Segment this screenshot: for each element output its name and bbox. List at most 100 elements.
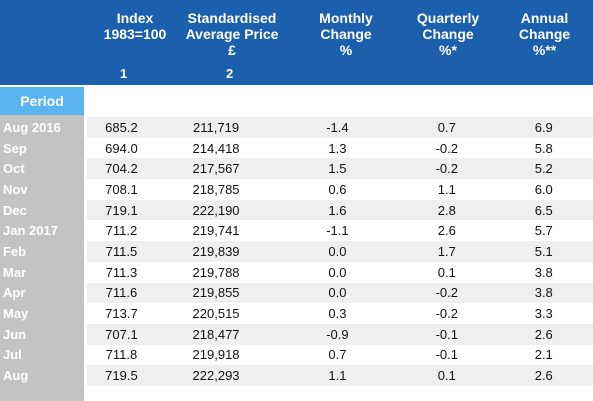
- period-cell: Nov: [3, 181, 28, 197]
- annual-change-cell: 5.8: [494, 137, 593, 159]
- table-row: Nov 708.1 218,785 0.6 1.1 6.0: [0, 179, 593, 200]
- index-cell: 711.2: [86, 220, 157, 242]
- average-price-cell: 219,839: [156, 241, 276, 262]
- monthly-change-cell: 0.0: [275, 261, 400, 283]
- table-row: Feb 711.5 219,839 0.0 1.7 5.1: [0, 241, 593, 262]
- annual-change-cell: 3.8: [494, 261, 593, 283]
- period-cell: Dec: [3, 202, 27, 218]
- annual-change-cell: 6.9: [494, 117, 593, 138]
- period-cell: May: [3, 306, 29, 322]
- annual-change-cell: 2.6: [494, 365, 593, 386]
- period-cell: Jul: [3, 347, 22, 363]
- index-cell: 694.0: [86, 137, 157, 159]
- average-price-cell: 220,515: [156, 303, 276, 324]
- header-index-number: 1: [120, 66, 128, 81]
- annual-change-cell: 3.8: [494, 282, 593, 304]
- table-row: Sep 694.0 214,418 1.3 -0.2 5.8: [0, 137, 593, 159]
- period-cell: Aug 2016: [3, 119, 61, 135]
- period-cell: Jun: [3, 326, 27, 342]
- average-price-cell: 219,741: [156, 220, 276, 242]
- header-annual-line1: Annual: [520, 10, 569, 26]
- quarterly-change-cell: -0.1: [399, 323, 495, 345]
- quarterly-change-cell: 2.6: [399, 220, 495, 242]
- index-cell: 707.1: [86, 323, 157, 345]
- table-row: Jul 711.8 219,918 0.7 -0.1 2.1: [0, 344, 593, 366]
- period-cell: Feb: [3, 243, 27, 259]
- header-quarterly-line3: %*: [439, 42, 457, 58]
- quarterly-change-cell: 1.1: [399, 179, 495, 200]
- monthly-change-cell: 0.0: [275, 241, 400, 262]
- average-price-cell: 222,190: [156, 199, 276, 221]
- quarterly-change-cell: -0.2: [399, 137, 495, 159]
- index-cell: 719.5: [86, 365, 157, 386]
- index-cell: 711.8: [86, 344, 157, 366]
- quarterly-change-cell: 0.7: [399, 117, 495, 138]
- annual-change-cell: 6.0: [494, 179, 593, 200]
- average-price-cell: 218,477: [156, 323, 276, 345]
- monthly-change-cell: -1.4: [275, 117, 400, 138]
- monthly-change-cell: 1.6: [275, 199, 400, 221]
- header-monthly-line1: Monthly: [319, 10, 373, 26]
- monthly-change-cell: 0.3: [275, 303, 400, 324]
- table-row: Jan 2017 711.2 219,741 -1.1 2.6 5.7: [0, 220, 593, 242]
- index-cell: 711.3: [86, 261, 157, 283]
- annual-change-cell: 2.1: [494, 344, 593, 366]
- table-row: Jun 707.1 218,477 -0.9 -0.1 2.6: [0, 323, 593, 345]
- period-row: [0, 85, 593, 115]
- table-row: Aug 2016 685.2 211,719 -1.4 0.7 6.9: [0, 117, 593, 138]
- period-cell: Aug: [3, 368, 29, 384]
- header-price-number: 2: [226, 66, 234, 81]
- header-average-price: Standardised Average Price £: [172, 10, 292, 58]
- header-index-line1: Index: [116, 10, 154, 26]
- table-row: Mar 711.3 219,788 0.0 0.1 3.8: [0, 261, 593, 283]
- header-price-line2: Average Price: [185, 26, 279, 42]
- monthly-change-cell: 0.0: [275, 282, 400, 304]
- table-row: May 713.7 220,515 0.3 -0.2 3.3: [0, 303, 593, 324]
- index-cell: 713.7: [86, 303, 157, 324]
- index-cell: 711.6: [86, 282, 157, 304]
- header-quarterly-line2: Change: [422, 26, 474, 42]
- quarterly-change-cell: 0.1: [399, 365, 495, 386]
- index-cell: 704.2: [86, 158, 157, 180]
- table-header: Index 1983=100 1 Standardised Average Pr…: [0, 0, 593, 85]
- annual-change-cell: 5.2: [494, 158, 593, 180]
- index-cell: 719.1: [86, 199, 157, 221]
- annual-change-cell: 5.1: [494, 241, 593, 262]
- annual-change-cell: 3.3: [494, 303, 593, 324]
- table-row: Oct 704.2 217,567 1.5 -0.2 5.2: [0, 158, 593, 180]
- annual-change-cell: 6.5: [494, 199, 593, 221]
- monthly-change-cell: 1.1: [275, 365, 400, 386]
- header-index: Index 1983=100: [92, 10, 178, 42]
- average-price-cell: 222,293: [156, 365, 276, 386]
- quarterly-change-cell: 1.7: [399, 241, 495, 262]
- period-cell: Apr: [3, 285, 26, 301]
- period-label: Period: [0, 87, 84, 115]
- header-price-line3: £: [228, 42, 236, 58]
- quarterly-change-cell: -0.2: [399, 282, 495, 304]
- quarterly-change-cell: -0.2: [399, 303, 495, 324]
- monthly-change-cell: 1.5: [275, 158, 400, 180]
- header-price-line1: Standardised: [187, 10, 277, 26]
- average-price-cell: 217,567: [156, 158, 276, 180]
- annual-change-cell: 2.6: [494, 323, 593, 345]
- average-price-cell: 214,418: [156, 137, 276, 159]
- monthly-change-cell: -1.1: [275, 220, 400, 242]
- period-cell: Mar: [3, 264, 27, 280]
- index-cell: 711.5: [86, 241, 157, 262]
- header-quarterly-line1: Quarterly: [416, 10, 480, 26]
- index-cell: 685.2: [86, 117, 157, 138]
- average-price-cell: 218,785: [156, 179, 276, 200]
- table-row: Dec 719.1 222,190 1.6 2.8 6.5: [0, 199, 593, 221]
- period-column-band: [0, 115, 84, 401]
- divider: [84, 115, 593, 117]
- average-price-cell: 219,788: [156, 261, 276, 283]
- data-table: Aug 2016 685.2 211,719 -1.4 0.7 6.9 Sep 694.0 21…: [0, 117, 593, 386]
- average-price-cell: 219,918: [156, 344, 276, 366]
- header-quarterly-change: Quarterly Change %*: [400, 10, 496, 58]
- header-monthly-line3: %: [339, 42, 353, 58]
- monthly-change-cell: 0.6: [275, 179, 400, 200]
- header-annual-line3: %**: [532, 42, 557, 58]
- table-row: Aug 719.5 222,293 1.1 0.1 2.6: [0, 365, 593, 386]
- header-annual-line2: Change: [518, 26, 571, 42]
